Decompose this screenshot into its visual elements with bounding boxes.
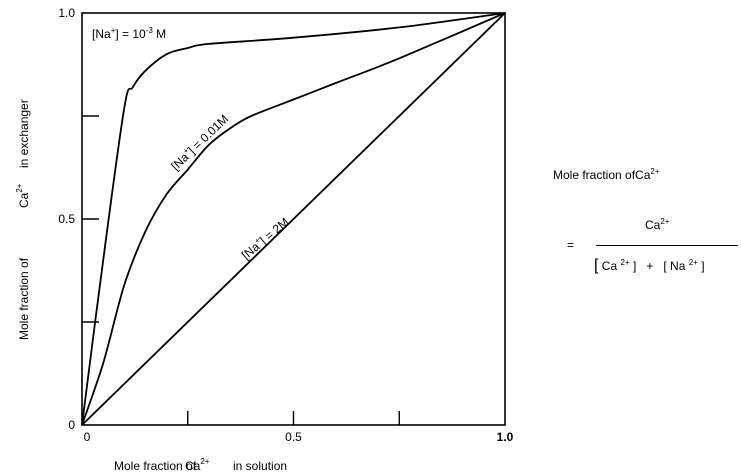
curve-label-0.01M: [Na+] = 0.01M bbox=[168, 111, 231, 173]
equation-denominator: [ Ca 2+ ] + [ Na 2+ ] bbox=[594, 257, 705, 274]
equation-equals-sign: = bbox=[567, 238, 575, 252]
y-tick-label: 0 bbox=[68, 418, 75, 432]
equation-numerator: Ca2+ bbox=[645, 217, 670, 233]
series-line-1 bbox=[81, 12, 506, 426]
y-tick-label: 1.0 bbox=[58, 6, 75, 20]
fraction-bar bbox=[596, 245, 738, 246]
x-tick-label: 0 bbox=[84, 430, 91, 444]
series-line-2 bbox=[81, 12, 506, 426]
curve-label-2M: [Na+] = 2M bbox=[238, 214, 291, 262]
y-axis-label: Mole fraction ofCa2+in exchanger bbox=[15, 99, 31, 340]
series-line-3 bbox=[81, 12, 506, 426]
curve-label-1e-3: [Na+] = 10-3 M bbox=[92, 26, 166, 41]
x-tick-label: 0.5 bbox=[285, 430, 302, 444]
x-axis-label: Mole fraction ofCa2+ in solution bbox=[114, 457, 287, 473]
equation-title: Mole fraction ofCa2+ bbox=[553, 167, 660, 183]
y-tick-label: 0.5 bbox=[58, 212, 75, 226]
x-tick-label: 1.0 bbox=[497, 430, 514, 444]
